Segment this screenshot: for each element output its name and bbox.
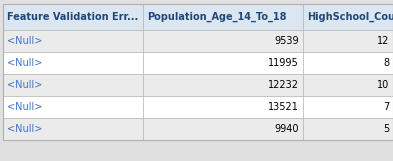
Text: 5: 5 — [383, 124, 389, 134]
Bar — [3, 4, 393, 140]
Bar — [303, 96, 393, 118]
Bar — [303, 74, 393, 96]
Text: <Null>: <Null> — [7, 80, 42, 90]
Bar — [143, 74, 303, 96]
Bar — [303, 30, 393, 52]
Bar — [143, 4, 303, 30]
Text: <Null>: <Null> — [7, 58, 42, 68]
Text: 12232: 12232 — [268, 80, 299, 90]
Bar — [143, 96, 303, 118]
Text: Feature Validation Err...: Feature Validation Err... — [7, 12, 138, 22]
Bar — [143, 30, 303, 52]
Text: <Null>: <Null> — [7, 36, 42, 46]
Bar — [303, 52, 393, 74]
Bar — [143, 52, 303, 74]
Bar — [3, 74, 143, 96]
Bar — [3, 118, 143, 140]
Text: 11995: 11995 — [268, 58, 299, 68]
Text: <Null>: <Null> — [7, 124, 42, 134]
Text: 12: 12 — [376, 36, 389, 46]
Text: 9940: 9940 — [274, 124, 299, 134]
Bar — [303, 4, 393, 30]
Bar — [3, 96, 143, 118]
Bar — [3, 4, 143, 30]
Text: Population_Age_14_To_18: Population_Age_14_To_18 — [147, 12, 286, 22]
Text: 13521: 13521 — [268, 102, 299, 112]
Text: <Null>: <Null> — [7, 102, 42, 112]
Text: 9539: 9539 — [274, 36, 299, 46]
Text: HighSchool_Count: HighSchool_Count — [307, 12, 393, 22]
Text: 8: 8 — [383, 58, 389, 68]
Bar — [3, 30, 143, 52]
Bar — [303, 118, 393, 140]
Bar — [3, 52, 143, 74]
Text: 10: 10 — [377, 80, 389, 90]
Bar — [143, 118, 303, 140]
Bar — [3, 4, 393, 140]
Text: 7: 7 — [383, 102, 389, 112]
